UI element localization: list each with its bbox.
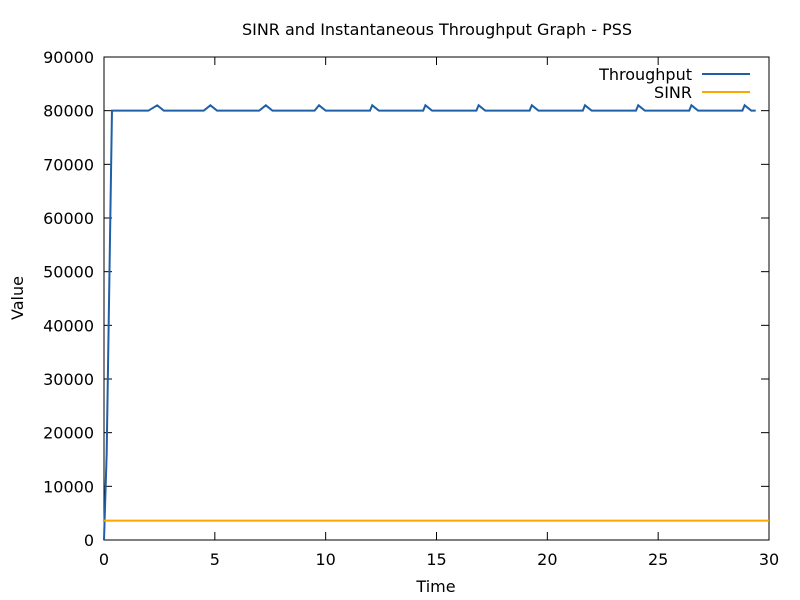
x-tick-label: 10: [315, 550, 335, 569]
y-tick-label: 60000: [43, 209, 94, 228]
x-tick-label: 30: [759, 550, 779, 569]
x-tick-label: 0: [99, 550, 109, 569]
y-tick-label: 50000: [43, 263, 94, 282]
legend-label-sinr: SINR: [654, 83, 692, 102]
x-axis: 0 5 10 15 20 25 30: [99, 57, 779, 569]
x-tick-label: 25: [648, 550, 668, 569]
chart-title: SINR and Instantaneous Throughput Graph …: [242, 20, 632, 39]
series-line-throughput: [103, 103, 756, 541]
y-tick-label: 30000: [43, 370, 94, 389]
y-tick-label: 20000: [43, 424, 94, 443]
x-tick-label: 20: [537, 550, 557, 569]
x-tick-label: 5: [210, 550, 220, 569]
legend-label-throughput: Throughput: [598, 65, 692, 84]
y-tick-label: 90000: [43, 48, 94, 67]
y-axis-label: Value: [8, 276, 27, 320]
y-tick-label: 0: [84, 531, 94, 550]
y-tick-label: 40000: [43, 316, 94, 335]
y-axis: 0 10000 20000 30000 40000 50000 60000 70000 8000…: [43, 48, 769, 550]
series-group: [103, 103, 769, 541]
y-tick-label: 80000: [43, 102, 94, 121]
x-axis-label: Time: [415, 577, 455, 596]
y-tick-label: 70000: [43, 155, 94, 174]
y-tick-label: 10000: [43, 477, 94, 496]
x-tick-label: 15: [426, 550, 446, 569]
